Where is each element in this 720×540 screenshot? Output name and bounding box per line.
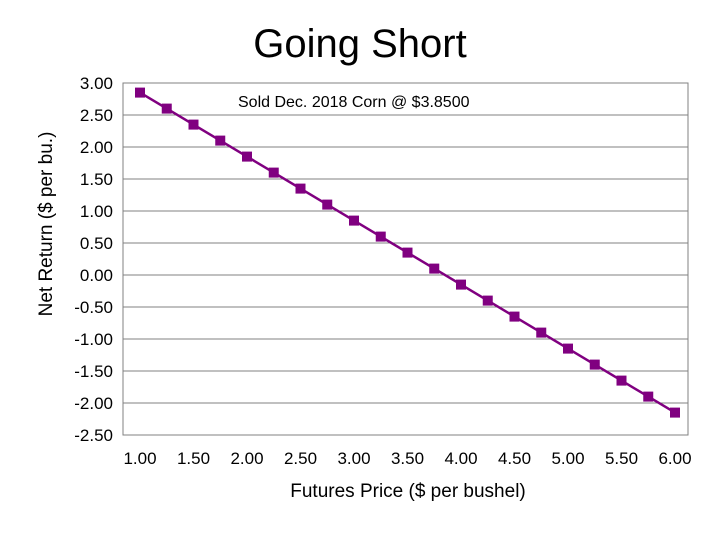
data-point bbox=[509, 311, 520, 322]
data-point bbox=[589, 359, 600, 370]
y-tick-label: 3.00 bbox=[80, 74, 113, 93]
data-point bbox=[268, 167, 279, 178]
data-point bbox=[482, 295, 493, 306]
data-point bbox=[135, 87, 145, 98]
series-net-return bbox=[135, 87, 680, 418]
data-point bbox=[161, 103, 172, 114]
data-point bbox=[349, 215, 359, 226]
x-tick-label: 5.00 bbox=[551, 449, 584, 468]
y-tick-label: 0.50 bbox=[80, 234, 113, 253]
chart-title: Going Short bbox=[253, 22, 467, 66]
data-point bbox=[670, 407, 680, 418]
y-tick-label: 2.50 bbox=[80, 106, 113, 125]
x-tick-label: 4.00 bbox=[444, 449, 477, 468]
y-tick-label: 1.50 bbox=[80, 170, 113, 189]
data-point bbox=[563, 343, 573, 354]
y-tick-label: -2.00 bbox=[74, 394, 113, 413]
x-axis-label: Futures Price ($ per bushel) bbox=[290, 481, 526, 502]
x-tick-label: 3.00 bbox=[337, 449, 370, 468]
y-axis-label: Net Return ($ per bu.) bbox=[36, 132, 57, 317]
y-tick-label: -2.50 bbox=[74, 426, 113, 445]
y-tick-label: 1.00 bbox=[80, 202, 113, 221]
chart-annotation: Sold Dec. 2018 Corn @ $3.8500 bbox=[238, 94, 470, 111]
x-tick-label: 1.00 bbox=[123, 449, 156, 468]
data-point bbox=[215, 135, 226, 146]
data-point bbox=[188, 119, 199, 130]
x-tick-label: 4.50 bbox=[498, 449, 531, 468]
data-point bbox=[429, 263, 440, 274]
x-tick-label: 6.00 bbox=[658, 449, 691, 468]
data-point bbox=[616, 375, 627, 386]
data-point bbox=[322, 199, 333, 210]
y-tick-label: 2.00 bbox=[80, 138, 113, 157]
x-tick-label: 2.50 bbox=[284, 449, 317, 468]
data-point bbox=[536, 327, 547, 338]
y-tick-label: -1.50 bbox=[74, 362, 113, 381]
data-point bbox=[295, 183, 306, 194]
data-point bbox=[456, 279, 466, 290]
x-tick-label: 1.50 bbox=[177, 449, 210, 468]
y-tick-label: 0.00 bbox=[80, 266, 113, 285]
data-point bbox=[242, 151, 252, 162]
x-tick-label: 5.50 bbox=[605, 449, 638, 468]
x-tick-label: 3.50 bbox=[391, 449, 424, 468]
x-tick-labels: 1.00 1.50 2.00 2.50 3.00 3.50 4.00 4.50 5.00 5.50… bbox=[123, 449, 691, 468]
y-tick-labels: 3.00 2.50 2.00 1.50 1.00 0.50 0.00 -0.50 -1.00 -1… bbox=[74, 74, 113, 445]
y-tick-label: -1.00 bbox=[74, 330, 113, 349]
data-point bbox=[402, 247, 413, 258]
x-tick-label: 2.00 bbox=[230, 449, 263, 468]
plot-area bbox=[122, 82, 689, 436]
gridlines bbox=[123, 114, 688, 404]
data-point bbox=[375, 231, 386, 242]
y-tick-label: -0.50 bbox=[74, 298, 113, 317]
data-point bbox=[643, 391, 654, 402]
